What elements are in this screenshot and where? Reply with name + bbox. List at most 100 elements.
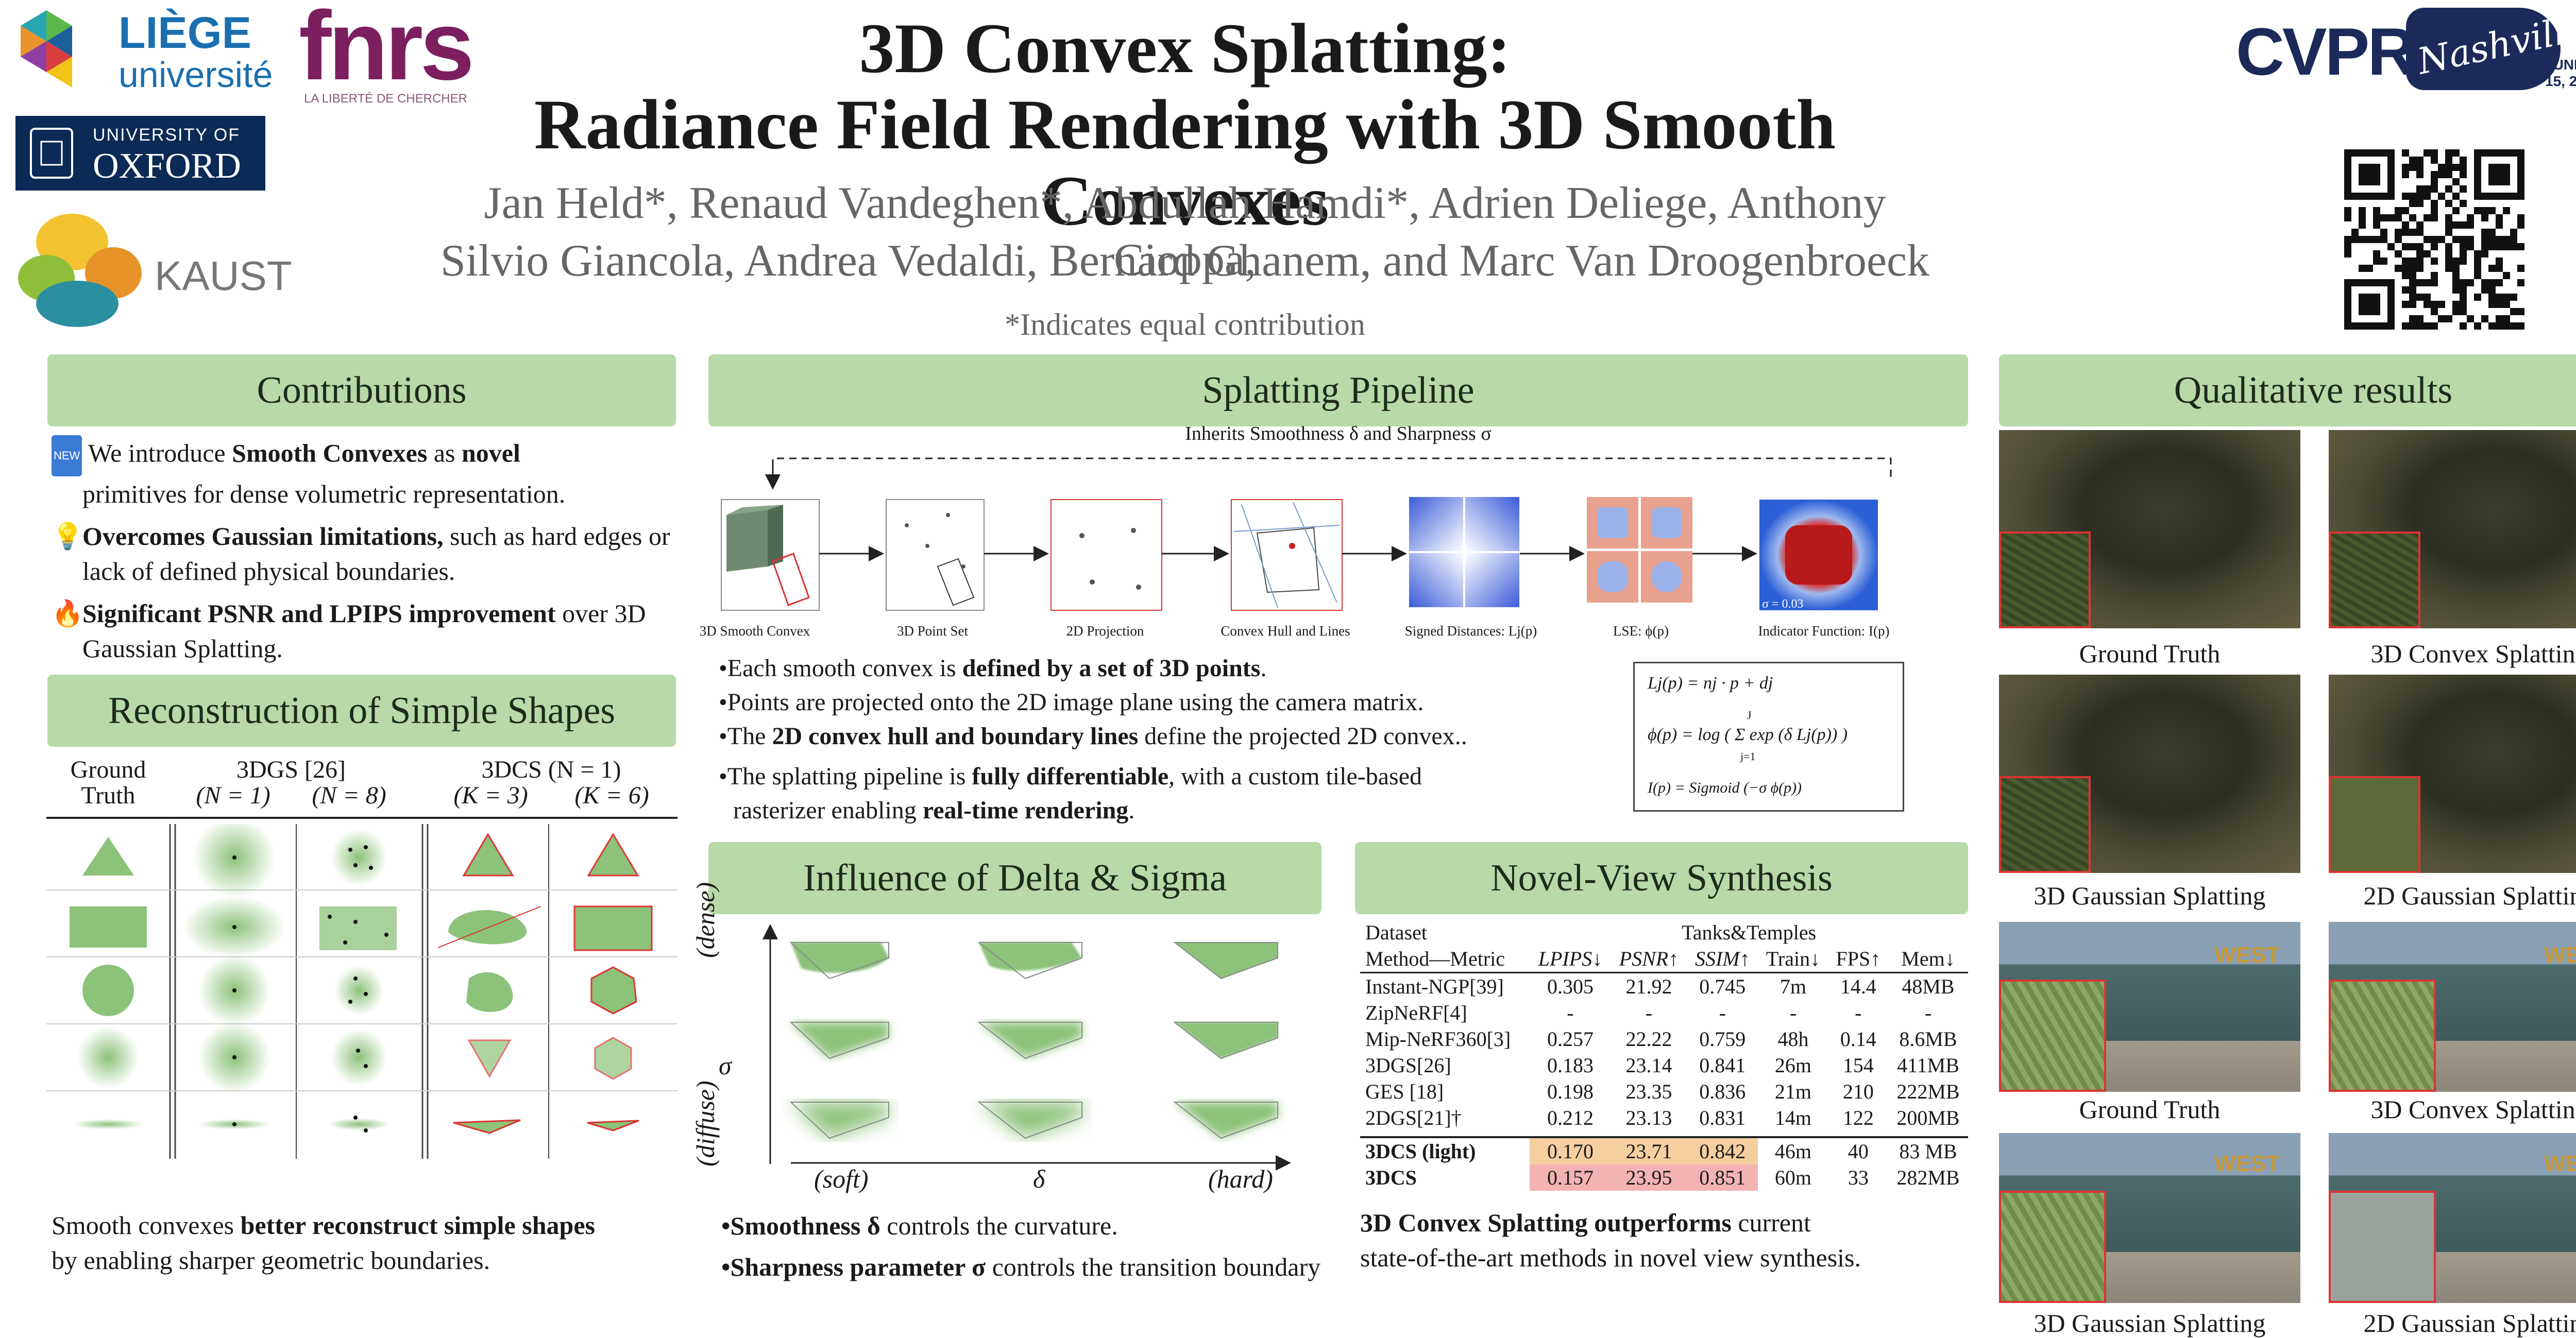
pipeline-labels: 3D Smooth Convex 3D Point Set 2D Project… — [699, 623, 1890, 639]
fnrs-logo: fnrs LA LIBERTÉ DE CHERCHER — [299, 0, 474, 113]
gt-triangle — [82, 837, 134, 876]
equal-contribution-note: *Indicates equal contribution — [1005, 307, 1365, 341]
kaust-logo: KAUST — [15, 206, 292, 335]
table-value-cell: 23.14 — [1625, 1054, 1672, 1077]
pipeline-inherit-note: Inherits Smoothness δ and Sharpness σ — [1185, 423, 1492, 444]
table-value-cell: 282MB — [1896, 1166, 1960, 1189]
poster-title-line2: Radiance Field Rendering with 3D Smooth … — [534, 85, 1836, 240]
table-method-cell: Instant-NGP[39] — [1365, 975, 1504, 998]
fnrs-tagline: LA LIBERTÉ DE CHERCHER — [304, 92, 467, 106]
table-value-cell: 14.4 — [1840, 975, 1876, 998]
col-ground-truth: Ground Truth — [70, 756, 146, 809]
col-3dcs-k3: (K = 3) — [453, 782, 528, 809]
cvpr-logo: CVPR Nashville JUNE 11-15, 2025 — [2236, 6, 2576, 95]
contributions-list: NEW We introduce Smooth Convexes as nove… — [52, 435, 680, 673]
table-value-cell: - — [1924, 1001, 1932, 1024]
qualitative-caption: 3D Gaussian Splatting — [2033, 1309, 2266, 1337]
col-3dgs-n8: (N = 8) — [312, 782, 386, 809]
table-row: Mip-NeRF360[3] 0.257 22.22 0.759 48h 0.14 8.6M… — [1360, 1026, 1968, 1052]
liege-subname: université — [118, 55, 273, 95]
table-value-cell: 0.198 — [1547, 1080, 1594, 1103]
table-value-cell: - — [1645, 1001, 1653, 1024]
table-method-cell: 3DCS (light) — [1365, 1140, 1476, 1163]
table-row: Instant-NGP[39] 0.305 21.92 0.745 7m 14.4 48MB — [1360, 973, 1968, 1000]
qualitative-caption: Ground Truth — [2079, 1095, 2221, 1124]
table-group-label: Tanks&Temples — [1682, 921, 1817, 944]
table-method-cell: 3DCS — [1365, 1166, 1417, 1189]
contribution-item-1: NEW We introduce Smooth Convexes as nove… — [52, 435, 680, 511]
shapes-header-row: Ground Truth 3DGS [26] (N = 1) (N = 8) 3… — [46, 757, 677, 814]
table-value-cell: - — [1855, 1001, 1862, 1024]
qualitative-image — [2329, 430, 2576, 628]
delta-sigma-heading: Influence of Delta & Sigma — [708, 842, 1321, 914]
table-value-cell: 0.842 — [1687, 1137, 1758, 1164]
fire-icon: 🔥 — [52, 599, 84, 628]
fnrs-wordmark: fnrs — [299, 0, 474, 100]
pipeline-bullet-1: •Each smooth convex is defined by a set … — [719, 655, 1267, 682]
authors-line1: Jan Held*, Renaud Vandeghen*, Abdullah H… — [484, 178, 1886, 285]
shapes-heading: Reconstruction of Simple Shapes — [47, 675, 676, 747]
qualitative-image: WEST — [2329, 922, 2576, 1092]
table-value-cell: 48MB — [1902, 975, 1955, 998]
oxford-line2: OXFORD — [93, 146, 241, 186]
table-value-cell: - — [1789, 1001, 1797, 1024]
table-value-cell: 40 — [1848, 1140, 1869, 1163]
pipeline-bullets: •Each smooth convex is defined by a set … — [719, 651, 1620, 828]
table-value-cell: 0.305 — [1547, 975, 1594, 998]
equation-2-sum-top: J — [1747, 709, 1752, 722]
table-row: 3DCS (light) 0.170 23.71 0.842 46m 40 83 MB — [1360, 1137, 1968, 1164]
qualitative-image — [1999, 430, 2300, 628]
lightbulb-icon: 💡 — [52, 522, 84, 551]
pipeline-bullet-3: •The 2D convex hull and boundary lines d… — [719, 723, 1467, 750]
table-value-cell: 0.212 — [1547, 1106, 1594, 1129]
table-method-cell: Mip-NeRF360[3] — [1365, 1027, 1511, 1051]
contributions-heading: Contributions — [47, 354, 676, 426]
table-row: 3DCS 0.157 23.95 0.851 60m 33 282MB — [1360, 1164, 1968, 1191]
table-value-cell: - — [1567, 1001, 1574, 1024]
poster-title-line1: 3D Convex Splatting: — [859, 9, 1511, 88]
table-value-cell: 0.841 — [1699, 1054, 1746, 1077]
liege-name: LIÈGE — [118, 8, 252, 58]
table-value-cell: 46m — [1774, 1140, 1812, 1163]
pipeline-bullet-2: •Points are projected onto the 2D image … — [719, 689, 1424, 716]
table-method-cell: 2DGS[21]† — [1365, 1106, 1462, 1129]
pipeline-bullet-4b: rasterizer enabling real-time rendering. — [733, 797, 1135, 824]
y-axis-diffuse: (diffuse) — [691, 1080, 720, 1167]
x-axis-delta: δ — [1033, 1164, 1045, 1193]
table-value-cell: 48h — [1777, 1027, 1809, 1051]
qualitative-image — [1999, 675, 2300, 873]
table-row: 3DGS[26] 0.183 23.14 0.841 26m 154 411MB — [1360, 1052, 1968, 1078]
x-axis-soft: (soft) — [814, 1164, 869, 1193]
nvs-caption: 3D Convex Splatting outperforms current … — [1360, 1208, 1861, 1272]
equation-1: Lj(p) = nj · p + dj — [1648, 674, 1773, 693]
equation-box: Lj(p) = nj · p + dj ϕ(p) = log ( Σ exp (… — [1633, 662, 1904, 812]
table-value-cell: 0.831 — [1699, 1106, 1746, 1129]
table-value-cell: 21m — [1774, 1080, 1812, 1103]
equation-2-sum-bottom: j=1 — [1740, 750, 1756, 763]
pipeline-heading: Splatting Pipeline — [708, 354, 1968, 426]
qualitative-image: WEST — [1999, 922, 2300, 1092]
pipeline-bullet-4: •The splatting pipeline is fully differe… — [719, 763, 1422, 790]
oxford-line1: UNIVERSITY OF — [93, 125, 241, 145]
table-value-cell: 0.851 — [1687, 1164, 1758, 1191]
results-table: Dataset Tanks&Temples Method—Metric LPIP… — [1360, 919, 1968, 1191]
authors-line2: Silvio Giancola, Andrea Vedaldi, Bernard… — [440, 236, 1930, 286]
table-value-cell: 0.257 — [1547, 1027, 1594, 1051]
table-value-cell: 33 — [1848, 1166, 1869, 1189]
table-value-cell: 0.745 — [1699, 975, 1746, 998]
qr-code-icon[interactable] — [2344, 149, 2524, 330]
table-value-cell: 200MB — [1896, 1106, 1960, 1129]
delta-sigma-grid — [762, 924, 1291, 1171]
table-value-cell: 7m — [1780, 975, 1807, 998]
table-value-cell: 0.14 — [1840, 1027, 1876, 1051]
table-value-cell: 83 MB — [1899, 1140, 1957, 1163]
table-value-cell: 0.759 — [1699, 1027, 1746, 1051]
contribution-item-2: 💡Overcomes Gaussian limitations, such as… — [52, 519, 680, 589]
cvpr-wordmark: CVPR — [2236, 14, 2416, 89]
delta-bullet-2: •Sharpness parameter σ controls the tran… — [721, 1253, 1321, 1281]
y-axis-sigma: σ — [719, 1051, 732, 1080]
qualitative-image: WEST — [2329, 1133, 2576, 1303]
table-value-cell: 8.6MB — [1899, 1027, 1957, 1051]
liege-mark-icon — [21, 10, 72, 88]
table-method-cell: 3DGS[26] — [1365, 1054, 1451, 1077]
